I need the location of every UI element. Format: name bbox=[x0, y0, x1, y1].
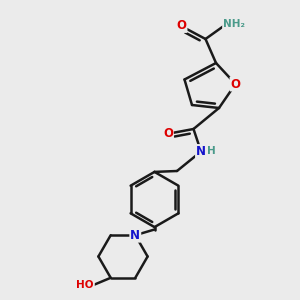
Text: N: N bbox=[130, 229, 140, 242]
Text: O: O bbox=[163, 127, 173, 140]
Text: HO: HO bbox=[76, 280, 94, 290]
Text: O: O bbox=[176, 19, 187, 32]
Text: N: N bbox=[196, 145, 206, 158]
Text: NH₂: NH₂ bbox=[223, 19, 245, 29]
Text: H: H bbox=[207, 146, 216, 157]
Text: O: O bbox=[230, 77, 241, 91]
